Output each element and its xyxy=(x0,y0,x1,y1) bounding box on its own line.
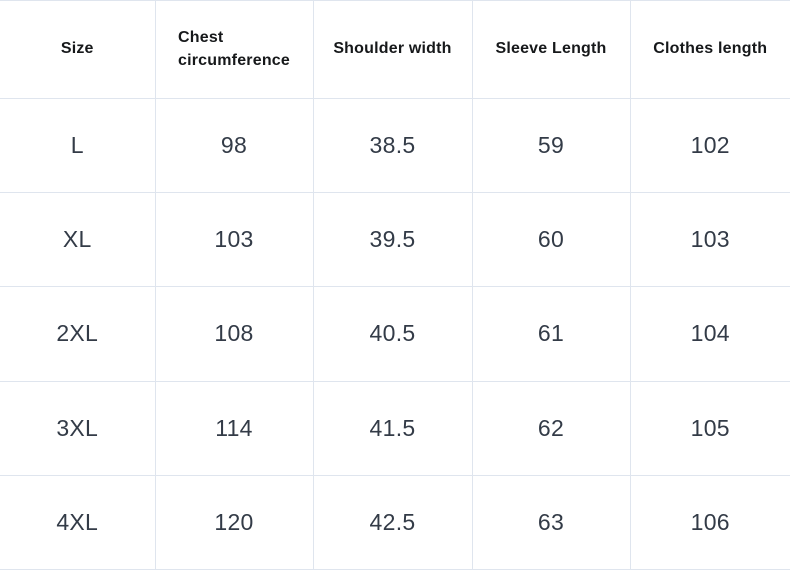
cell-shoulder-width: 41.5 xyxy=(312,380,473,476)
column-header-clothes-length-label: Clothes length xyxy=(653,40,768,58)
table-row-xl: XL 103 39.5 60 103 xyxy=(0,192,790,288)
column-header-size: Size xyxy=(0,0,156,99)
cell-size: 2XL xyxy=(0,286,156,382)
cell-chest-circumference: 114 xyxy=(154,380,314,476)
cell-size: 4XL xyxy=(0,474,156,570)
header-row: Size Chest circumference Shoulder width … xyxy=(0,0,790,99)
cell-clothes-length: 105 xyxy=(629,380,790,476)
cell-chest-circumference: 120 xyxy=(154,474,314,570)
table-row-4xl: 4XL 120 42.5 63 106 xyxy=(0,474,790,570)
cell-chest-circumference: 103 xyxy=(154,192,314,288)
column-header-size-label: Size xyxy=(60,40,94,58)
cell-shoulder-width: 39.5 xyxy=(312,192,473,288)
cell-size: L xyxy=(0,97,156,194)
column-header-chest-circumference-label: Chest circumference xyxy=(178,29,290,69)
column-header-shoulder-width: Shoulder width xyxy=(312,0,473,99)
column-header-clothes-length: Clothes length xyxy=(629,0,790,99)
cell-clothes-length: 102 xyxy=(629,97,790,194)
column-header-sleeve-length: Sleeve Length xyxy=(471,0,631,99)
column-header-chest-circumference: Chest circumference xyxy=(154,0,314,99)
column-header-shoulder-width-label: Shoulder width xyxy=(333,40,452,58)
cell-chest-circumference: 98 xyxy=(154,97,314,194)
cell-clothes-length: 103 xyxy=(629,192,790,288)
cell-sleeve-length: 62 xyxy=(471,380,631,476)
cell-sleeve-length: 63 xyxy=(471,474,631,570)
table-row-l: L 98 38.5 59 102 xyxy=(0,97,790,194)
cell-sleeve-length: 60 xyxy=(471,192,631,288)
cell-clothes-length: 104 xyxy=(629,286,790,382)
table-row-3xl: 3XL 114 41.5 62 105 xyxy=(0,380,790,476)
cell-size: XL xyxy=(0,192,156,288)
table-row-2xl: 2XL 108 40.5 61 104 xyxy=(0,286,790,382)
cell-shoulder-width: 40.5 xyxy=(312,286,473,382)
cell-clothes-length: 106 xyxy=(629,474,790,570)
cell-shoulder-width: 42.5 xyxy=(312,474,473,570)
cell-shoulder-width: 38.5 xyxy=(312,97,473,194)
column-header-sleeve-length-label: Sleeve Length xyxy=(495,40,607,58)
cell-size: 3XL xyxy=(0,380,156,476)
cell-sleeve-length: 61 xyxy=(471,286,631,382)
cell-sleeve-length: 59 xyxy=(471,97,631,194)
cell-chest-circumference: 108 xyxy=(154,286,314,382)
